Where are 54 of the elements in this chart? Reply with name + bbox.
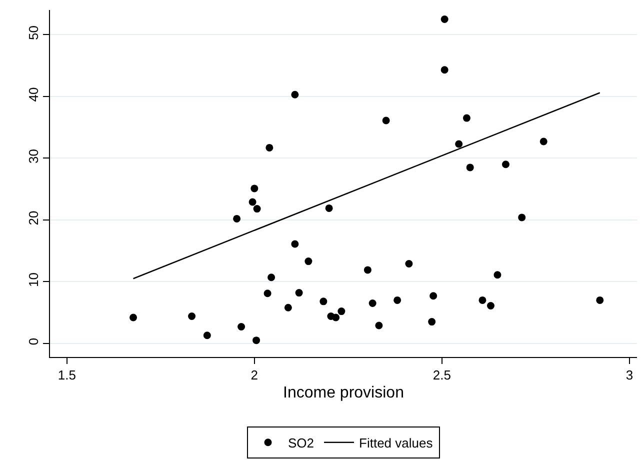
point [440, 66, 448, 74]
point [364, 266, 372, 274]
point [540, 138, 548, 146]
y-tick-label: 40 [26, 87, 41, 102]
point [440, 16, 448, 24]
y-tick-label: 0 [26, 338, 41, 346]
point [325, 204, 333, 212]
point [188, 312, 196, 320]
point [203, 332, 211, 340]
point [291, 240, 299, 248]
point [320, 298, 328, 306]
point [405, 260, 413, 268]
point [291, 90, 299, 98]
y-tick-label: 30 [26, 149, 41, 164]
point [233, 214, 241, 222]
legend-label: Fitted values [359, 435, 434, 450]
x-tick-label: 2.5 [432, 368, 451, 383]
point [266, 144, 274, 152]
point [462, 114, 470, 122]
point [253, 205, 261, 213]
point [494, 271, 502, 279]
x-tick-label: 3 [626, 368, 634, 383]
point [238, 323, 246, 330]
point [596, 296, 604, 304]
point [466, 164, 474, 172]
point [332, 314, 340, 322]
point [518, 214, 526, 222]
point [375, 322, 383, 330]
x-tick-label: 1.5 [58, 368, 76, 383]
point [478, 296, 486, 304]
point [295, 289, 303, 297]
point [284, 304, 292, 312]
point [428, 318, 436, 326]
point [252, 336, 260, 344]
point [338, 308, 346, 316]
point [455, 140, 463, 148]
point [248, 198, 256, 206]
point [394, 296, 402, 304]
legend-label: SO2 [288, 435, 314, 450]
point [304, 258, 312, 266]
point [130, 314, 138, 322]
y-tick-label: 20 [26, 210, 41, 226]
point [368, 300, 376, 308]
y-tick-label: 50 [26, 26, 41, 40]
point [264, 290, 272, 298]
point [268, 274, 276, 282]
x-tick-label: 2 [250, 368, 258, 383]
point [250, 184, 258, 192]
point [430, 292, 438, 300]
point [502, 160, 510, 168]
point [486, 302, 494, 310]
y-tick-label: 10 [26, 272, 41, 287]
x-axis-title: Income provision [283, 384, 404, 402]
point [382, 116, 390, 124]
